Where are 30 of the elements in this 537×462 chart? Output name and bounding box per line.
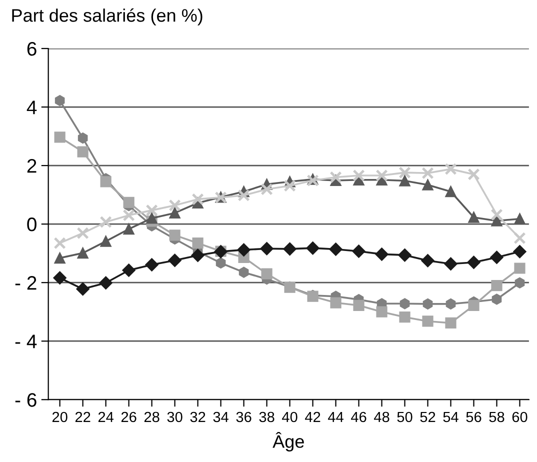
x-tick-label: 54 <box>443 412 458 422</box>
y-tick-label: 2 <box>27 159 36 173</box>
x-tick-label: 22 <box>75 412 90 422</box>
x-tick-label: 56 <box>466 412 482 422</box>
y-tick-label: - 2 <box>15 276 36 290</box>
x-tick-label: 20 <box>52 412 68 422</box>
x-tick-label: 36 <box>236 412 252 422</box>
x-tick-label: 30 <box>167 412 182 422</box>
x-tick-label: 50 <box>397 412 412 422</box>
x-tick-label: 60 <box>512 412 528 422</box>
x-tick-label: 38 <box>259 412 274 422</box>
y-tick-label: - 6 <box>15 393 36 407</box>
x-tick-label: 48 <box>374 412 390 422</box>
x-tick-label: 26 <box>121 412 136 422</box>
y-axis-title: Part des salariés (en %) <box>12 8 202 26</box>
x-tick-label: 42 <box>305 412 320 422</box>
x-tick-label: 34 <box>213 412 228 422</box>
x-tick-label: 40 <box>282 412 298 422</box>
x-tick-label: 24 <box>98 412 114 422</box>
x-tick-label: 44 <box>328 412 344 422</box>
x-tick-label: 58 <box>489 412 504 422</box>
x-tick-label: 28 <box>144 412 160 422</box>
y-tick-label: 0 <box>27 218 36 232</box>
x-tick-label: 32 <box>190 412 206 422</box>
y-tick-label: - 4 <box>15 334 37 348</box>
x-tick-label: 46 <box>351 412 366 422</box>
y-tick-label: 6 <box>27 42 36 56</box>
x-tick-label: 52 <box>420 412 436 422</box>
x-axis-title: Âge <box>272 432 304 452</box>
y-tick-label: 4 <box>26 100 37 114</box>
